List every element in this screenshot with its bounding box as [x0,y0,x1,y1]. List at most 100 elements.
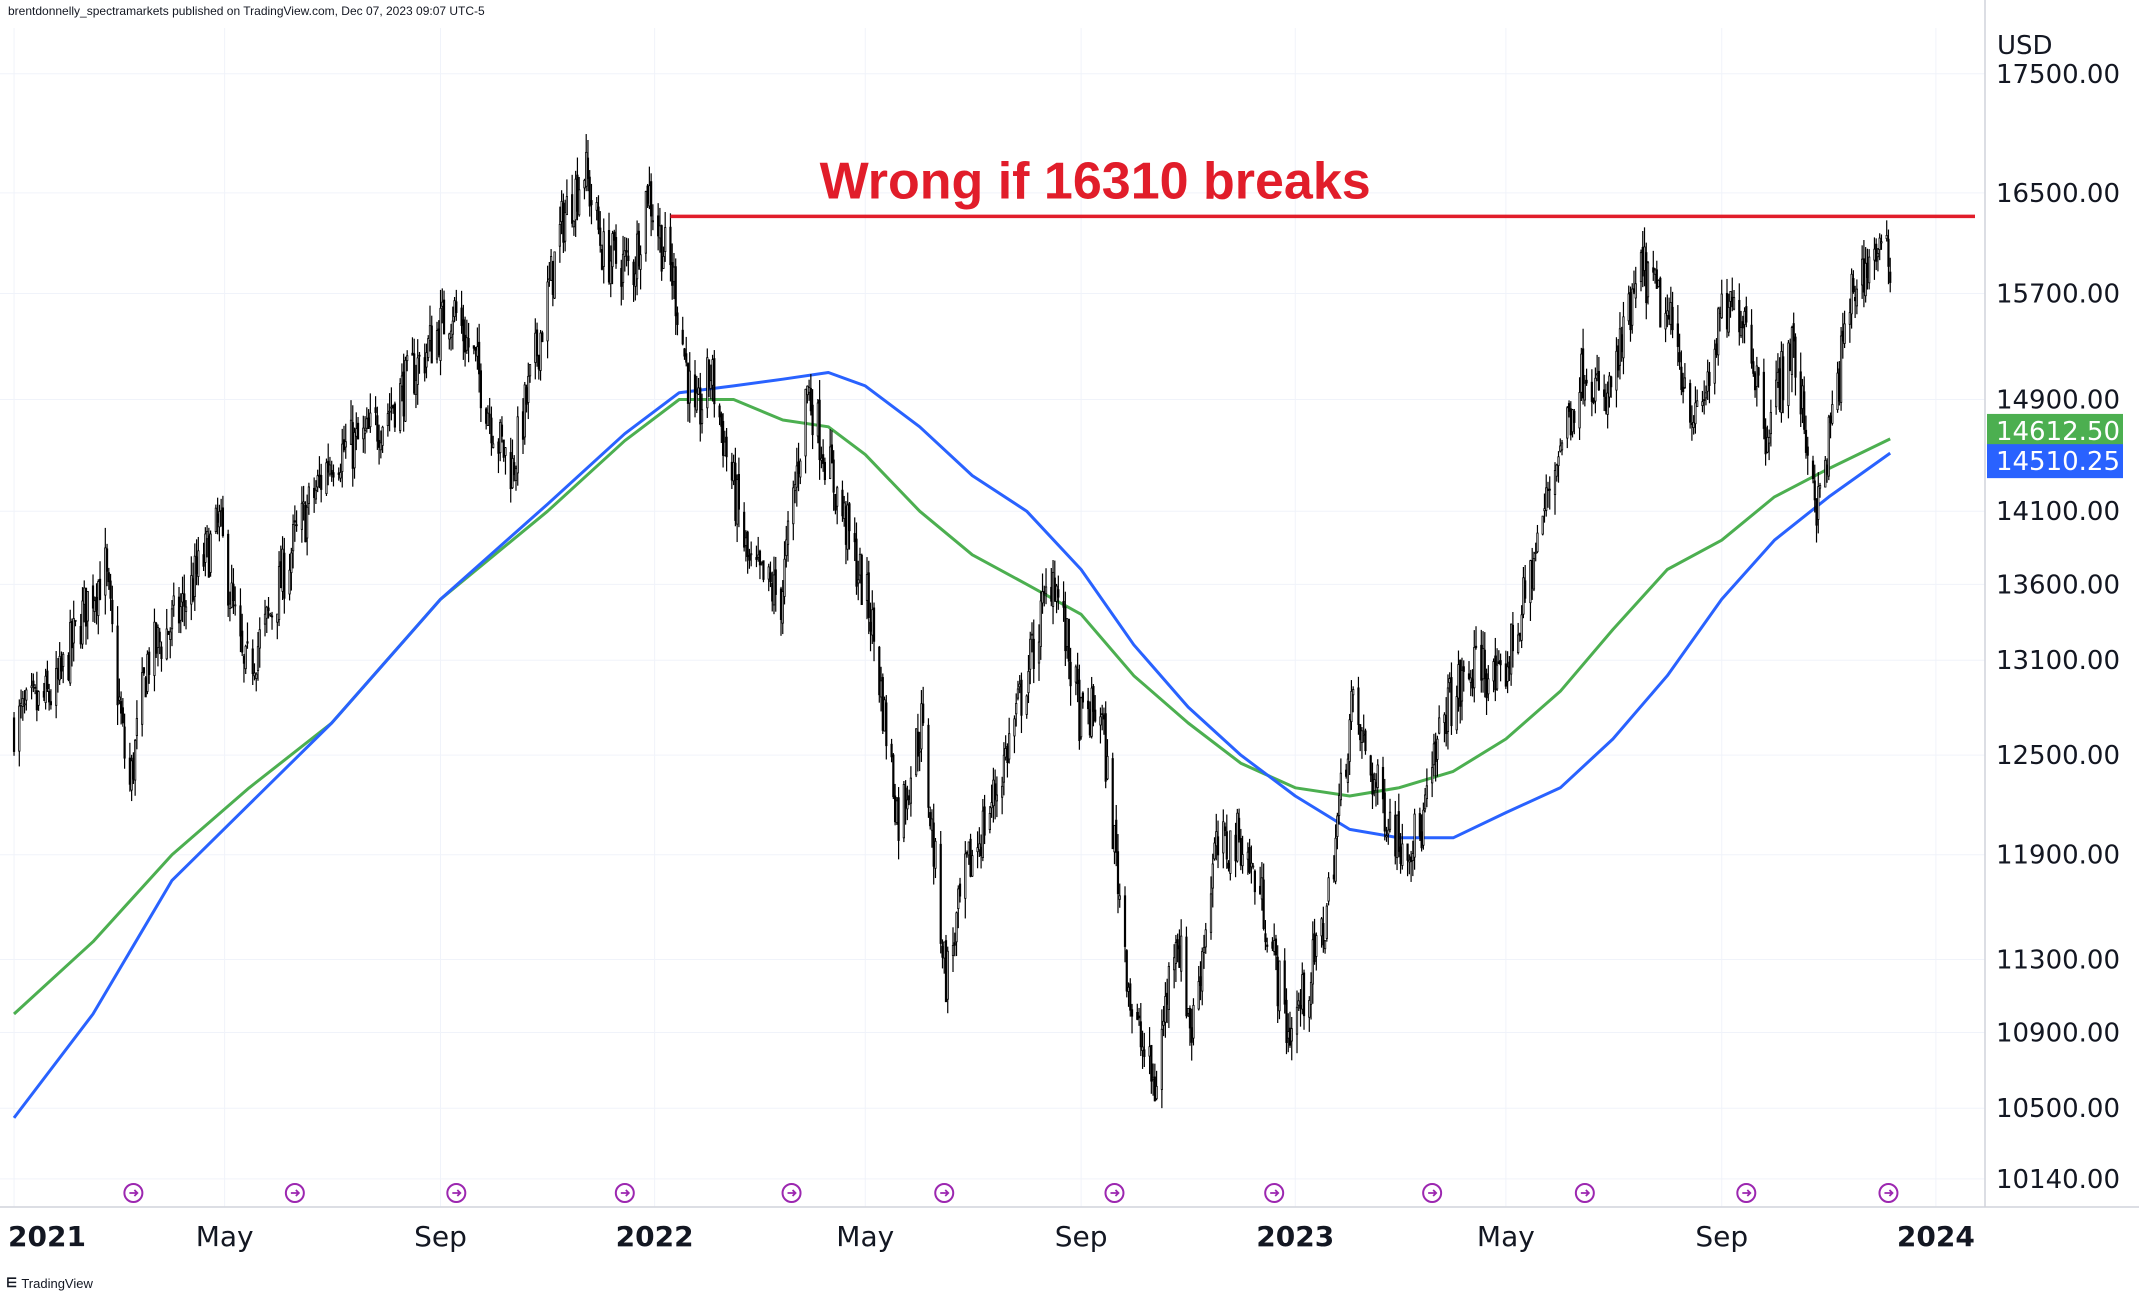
candle-body [1778,368,1781,410]
candle-body [425,352,428,368]
candle-body [1473,647,1476,689]
candle-body [1852,278,1855,293]
candle-body [330,469,333,475]
candle-body [279,561,282,589]
candle-body [521,411,525,440]
candle-body [662,256,665,269]
candle-body [658,225,662,239]
candle-body [750,553,753,556]
event-marker-icon[interactable] [1574,1183,1595,1203]
tradingview-footer[interactable]: ⋿ TradingView [6,1275,93,1291]
candle-body [227,533,230,606]
x-tick-label: Sep [1695,1220,1748,1253]
candle-body [1399,846,1402,864]
y-tick-label: 10900.00 [1996,1018,2120,1048]
candle-body [1153,1076,1156,1102]
candle-body [902,784,905,839]
candle-body [1657,279,1660,288]
candle-body [832,459,835,493]
candle-body [1076,668,1079,685]
candle-body [1592,399,1595,403]
candle-body [1264,933,1267,943]
candle-body [1848,312,1851,325]
candle-body [202,554,205,567]
candle-body [70,620,74,649]
event-markers[interactable] [123,1183,1899,1203]
candle-body [1192,1004,1195,1039]
event-marker-icon[interactable] [1878,1183,1899,1203]
candle-body [255,673,258,679]
candle-body [1854,296,1857,302]
event-marker-icon[interactable] [1736,1183,1757,1203]
candle-body [479,370,482,409]
candle-body [1239,838,1242,866]
candle-body [270,615,274,618]
candle-body [644,191,647,254]
candle-body [1864,262,1867,297]
candle-body [1713,348,1716,384]
candle-body [1855,288,1858,307]
event-marker-icon[interactable] [934,1183,955,1203]
event-marker-icon[interactable] [284,1183,305,1203]
event-marker-icon[interactable] [1264,1183,1285,1203]
candle-body [232,583,235,602]
candle-body [30,685,33,689]
candle-body [1387,829,1390,835]
candle-body [1641,246,1644,277]
candle-body [865,574,869,601]
tradingview-brand: TradingView [21,1275,93,1291]
candle-body [769,572,772,583]
candle-body [1806,446,1809,456]
event-marker-icon[interactable] [781,1183,802,1203]
candle-body [1141,1046,1144,1051]
candle-body [1111,758,1114,850]
event-marker-icon[interactable] [614,1183,635,1203]
candle-body [486,412,490,426]
event-marker-icon[interactable] [446,1183,467,1203]
candle-body [307,486,310,504]
y-tick-label: 13100.00 [1996,646,2120,676]
candle-body [1323,940,1327,950]
candle-body [1301,974,1304,1010]
candle-body [1148,1046,1151,1057]
candle-body [1769,412,1772,435]
candle-body [1287,1031,1290,1039]
candle-body [251,648,254,675]
candle-body [1753,373,1757,391]
candle-body [1511,624,1514,652]
event-marker-icon[interactable] [1422,1183,1443,1203]
candle-body [1248,847,1251,873]
candle-body [785,539,788,557]
candle-body [779,588,783,620]
candle-body [462,319,465,342]
event-marker-icon[interactable] [1104,1183,1125,1203]
candle-body [118,696,121,701]
candle-body [1202,947,1206,953]
candle-body [755,557,758,560]
candle-body [1776,371,1780,383]
candle-body [1237,817,1241,840]
candle-body [795,465,798,488]
candle-body [1827,416,1830,477]
grid [0,28,1985,1207]
candle-body [451,320,454,335]
candle-body [1471,678,1474,689]
candle-body [313,487,316,499]
candle-body [1594,377,1597,402]
candle-body [1597,370,1600,391]
candle-body [23,703,26,706]
candle-body [190,575,193,605]
price-badge-label: 14510.25 [1996,447,2120,477]
candle-body [1290,1028,1293,1042]
candle-body [256,646,260,671]
event-marker-icon[interactable] [123,1183,144,1203]
candle-body [400,375,404,387]
candle-body [1708,371,1711,386]
candle-body [404,359,407,422]
candle-body [895,800,898,824]
candle-body [707,359,711,388]
candle-body [288,569,291,595]
candle-body [1067,618,1070,662]
candle-body [743,511,746,548]
